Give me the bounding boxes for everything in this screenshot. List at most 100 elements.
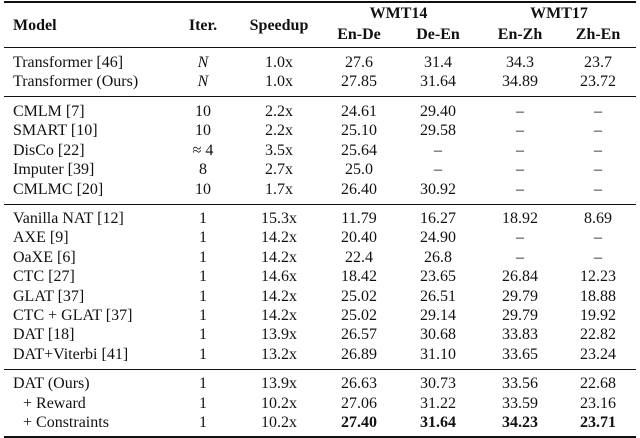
header-cell: Iter. bbox=[188, 17, 218, 34]
table-cell: 25.02 bbox=[341, 307, 377, 324]
table-cell: – bbox=[594, 248, 602, 266]
table-cell: 10.2x bbox=[261, 414, 297, 432]
table-cell: 1 bbox=[199, 229, 207, 247]
table-cell: 31.4 bbox=[424, 54, 452, 71]
model-name: SMART [10] bbox=[13, 122, 98, 140]
model-name: + Constraints bbox=[23, 414, 109, 432]
table-cell: 23.24 bbox=[580, 345, 616, 363]
table-cell: 27.85 bbox=[341, 73, 377, 91]
table-cell: – bbox=[594, 102, 602, 120]
table-cell: 10 bbox=[195, 180, 211, 198]
model-name: Imputer [39] bbox=[13, 161, 95, 179]
table-cell: 26.57 bbox=[341, 326, 377, 344]
table-cell: 16.27 bbox=[420, 210, 456, 227]
table-cell: 25.0 bbox=[345, 161, 373, 179]
table-cell: 2.2x bbox=[265, 102, 293, 120]
table-cell: – bbox=[594, 141, 602, 159]
rule bbox=[4, 47, 636, 48]
table-cell: 34.89 bbox=[502, 73, 538, 91]
table-cell: 11.79 bbox=[341, 210, 377, 227]
table-cell: 19.92 bbox=[580, 307, 616, 324]
header-cell: De-En bbox=[416, 26, 460, 43]
table-cell: 31.10 bbox=[420, 345, 456, 363]
table-cell: 34.23 bbox=[502, 414, 538, 432]
table-cell: 1.7x bbox=[265, 180, 293, 198]
table-cell: – bbox=[434, 141, 442, 159]
table-cell: – bbox=[434, 161, 442, 179]
table-cell: 26.51 bbox=[420, 287, 456, 305]
table-cell: 26.63 bbox=[341, 375, 377, 393]
table-cell: 30.68 bbox=[420, 326, 456, 344]
table-cell: 24.90 bbox=[420, 229, 456, 247]
rule bbox=[4, 96, 636, 98]
header-group: WMT14 bbox=[369, 5, 428, 22]
model-name: CTC + GLAT [37] bbox=[13, 307, 133, 324]
model-name: + Reward bbox=[23, 394, 86, 412]
table-cell: 29.14 bbox=[420, 307, 456, 324]
table-cell: 22.68 bbox=[580, 375, 616, 393]
table-cell: 26.84 bbox=[502, 268, 538, 286]
table-cell: 29.40 bbox=[420, 102, 456, 120]
rule bbox=[4, 436, 636, 438]
table-cell: 14.2x bbox=[261, 229, 297, 247]
table-cell: 24.61 bbox=[341, 102, 377, 120]
table-cell: 23.65 bbox=[420, 268, 456, 286]
table-cell: 8 bbox=[199, 161, 207, 179]
table-cell: 10.2x bbox=[261, 394, 297, 412]
model-name: Vanilla NAT [12] bbox=[13, 210, 124, 227]
table-cell: 1 bbox=[199, 345, 207, 363]
table-cell: – bbox=[516, 248, 524, 266]
table-cell: 23.72 bbox=[580, 73, 616, 91]
table-cell: 13.9x bbox=[261, 375, 297, 393]
table-cell: 10 bbox=[195, 102, 211, 120]
table-cell: – bbox=[516, 122, 524, 140]
table-cell: 22.82 bbox=[580, 326, 616, 344]
model-name: DAT [18] bbox=[13, 326, 75, 344]
table-cell: – bbox=[594, 229, 602, 247]
table-cell: 14.6x bbox=[261, 268, 297, 286]
table-cell: 29.58 bbox=[420, 122, 456, 140]
table-cell: 12.23 bbox=[580, 268, 616, 286]
table-cell: 31.64 bbox=[420, 414, 456, 432]
table-cell: 27.06 bbox=[341, 394, 377, 412]
table-cell: 8.69 bbox=[584, 210, 612, 227]
table-cell: 2.7x bbox=[265, 161, 293, 179]
table-cell: 22.4 bbox=[345, 248, 373, 266]
table-cell: 26.8 bbox=[424, 248, 452, 266]
table-cell: – bbox=[516, 141, 524, 159]
table-cell: 1.0x bbox=[265, 54, 293, 71]
table-cell: 31.64 bbox=[420, 73, 456, 91]
model-name: Transformer [46] bbox=[13, 54, 124, 71]
rule bbox=[4, 203, 636, 205]
table-cell: 1 bbox=[199, 394, 207, 412]
table-cell: 23.16 bbox=[580, 394, 616, 412]
header-cell: Model bbox=[13, 17, 57, 34]
table-cell: 27.6 bbox=[345, 54, 373, 71]
table-cell: 27.40 bbox=[341, 414, 377, 432]
model-name: CTC [27] bbox=[13, 268, 75, 286]
header-cell: Zh-En bbox=[575, 26, 621, 43]
table-cell: 26.89 bbox=[341, 345, 377, 363]
table-cell: 14.2x bbox=[261, 307, 297, 324]
table-cell: N bbox=[197, 73, 209, 91]
table-cell: 31.22 bbox=[420, 394, 456, 412]
table-cell: 23.7 bbox=[584, 54, 612, 71]
table-cell: 1 bbox=[199, 287, 207, 305]
table-cell: 14.2x bbox=[261, 248, 297, 266]
table-cell: 1 bbox=[199, 268, 207, 286]
table-cell: 33.56 bbox=[502, 375, 538, 393]
table-cell: 33.83 bbox=[502, 326, 538, 344]
table-cell: 14.2x bbox=[261, 287, 297, 305]
table-cell: 1 bbox=[199, 210, 207, 227]
model-name: CMLMC [20] bbox=[13, 180, 104, 198]
header-cell: En-De bbox=[337, 26, 381, 43]
table-cell: 10 bbox=[195, 122, 211, 140]
table-cell: 1 bbox=[199, 326, 207, 344]
table-cell: 1 bbox=[199, 307, 207, 324]
table-cell: 2.2x bbox=[265, 122, 293, 140]
table-cell: 25.64 bbox=[341, 141, 377, 159]
model-name: AXE [9] bbox=[13, 229, 69, 247]
table-cell: N bbox=[197, 54, 209, 71]
table-cell: 34.3 bbox=[506, 54, 534, 71]
